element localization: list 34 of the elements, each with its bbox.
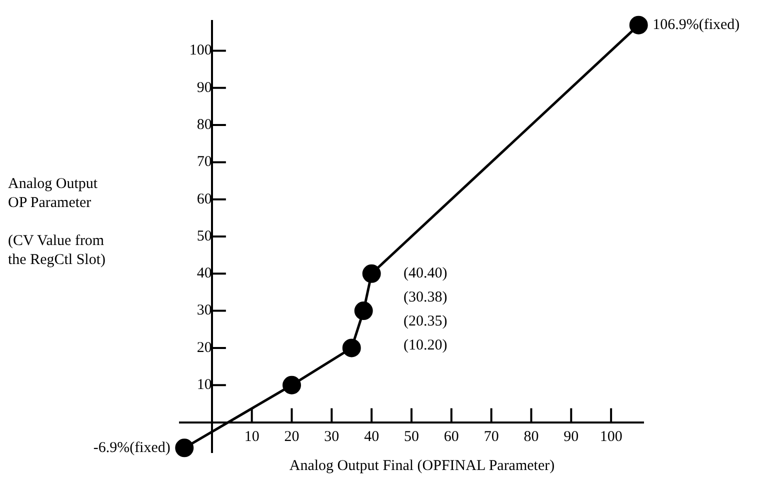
y-tick-label: 10 xyxy=(196,377,212,394)
annotation: (10.20) xyxy=(404,338,448,354)
y-tick-label: 20 xyxy=(196,340,212,356)
annotation: 106.9%(fixed) xyxy=(652,17,740,34)
annotation: (40.40) xyxy=(404,266,448,282)
x-tick-label: 70 xyxy=(484,429,499,446)
x-tick-label: 90 xyxy=(564,429,579,446)
annotation: (20.35) xyxy=(404,314,448,330)
point xyxy=(354,302,373,320)
y-tick-label: 60 xyxy=(196,191,212,208)
x-tick-label: 50 xyxy=(404,429,419,446)
x-tick-label: 100 xyxy=(600,429,622,446)
point xyxy=(629,16,648,34)
x-tick-label: 60 xyxy=(444,429,459,446)
point xyxy=(362,264,381,283)
point xyxy=(342,338,361,358)
y-tick-label: 30 xyxy=(196,302,212,319)
x-tick-label: 10 xyxy=(244,429,260,446)
y-tick-label: 90 xyxy=(196,80,212,96)
x-axis-title: Analog Output Final (OPFINAL Parameter) xyxy=(288,458,556,475)
y-tick-label: 80 xyxy=(196,116,212,133)
x-tick-label: 40 xyxy=(364,429,380,446)
y-tick-label: 70 xyxy=(196,154,212,170)
y-tick-label: 40 xyxy=(196,266,212,282)
x-tick-label: 30 xyxy=(324,429,340,446)
x-tick-label: 20 xyxy=(284,429,300,446)
annotation: -6.9%(fixed) xyxy=(93,440,170,456)
annotation: (30.38) xyxy=(404,290,448,306)
y-tick-label: 100 xyxy=(189,42,212,59)
text: Analog Output OP Parameter (CV Value from the RegCtl Slot) xyxy=(8,176,106,268)
x-tick-label: 80 xyxy=(524,429,539,446)
point xyxy=(175,438,194,458)
y-tick-label: 50 xyxy=(196,228,212,244)
point xyxy=(282,376,302,394)
